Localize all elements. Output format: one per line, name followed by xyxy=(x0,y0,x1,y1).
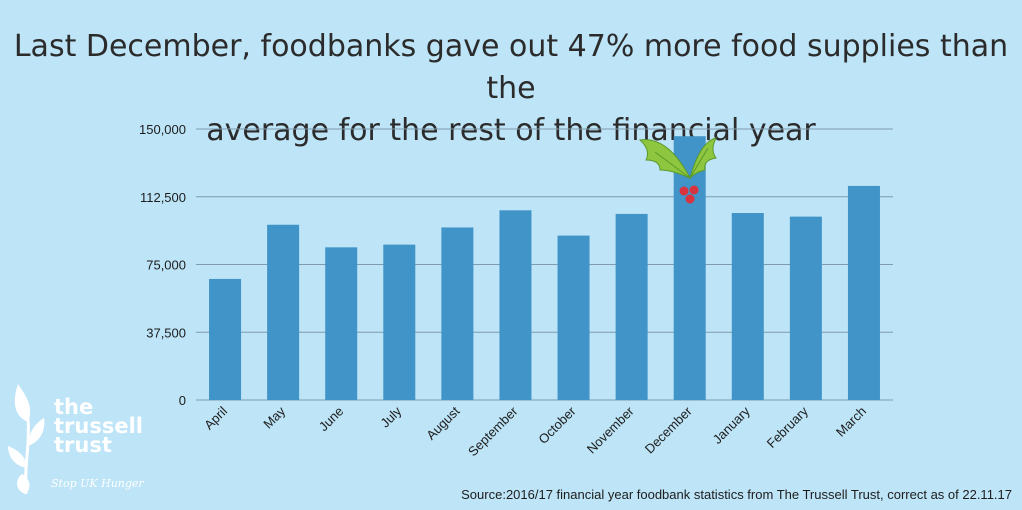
bar-march xyxy=(847,185,880,400)
x-tick-label: May xyxy=(260,403,288,431)
x-tick-label: February xyxy=(764,403,812,451)
y-tick-label: 75,000 xyxy=(146,258,186,273)
holly-icon xyxy=(638,137,717,204)
x-tick-label: April xyxy=(201,403,230,432)
bar-august xyxy=(441,227,474,400)
bar-december xyxy=(673,136,706,400)
logo-wordmark: the trussell trust xyxy=(54,395,143,457)
logo-line-3: trust xyxy=(54,433,112,457)
source-note: Source:2016/17 financial year foodbank s… xyxy=(461,487,1012,502)
bar-june xyxy=(325,247,358,400)
bar-september xyxy=(499,210,532,400)
y-tick-label: 150,000 xyxy=(139,122,186,137)
logo-line-1: the xyxy=(54,395,94,419)
logo-line-2: trussell xyxy=(54,414,143,438)
y-axis: 0 37,500 75,000 112,500 150,000 xyxy=(139,122,186,408)
bar-may xyxy=(267,224,300,400)
x-tick-label: December xyxy=(642,403,695,456)
x-tick-label: November xyxy=(584,403,637,456)
x-tick-label: June xyxy=(316,404,347,435)
y-tick-label: 37,500 xyxy=(146,325,186,340)
bar-january xyxy=(731,213,764,400)
gridlines xyxy=(196,128,893,401)
x-tick-label: July xyxy=(377,403,404,430)
x-tick-label: August xyxy=(423,403,462,442)
chart-title-line-1: Last December, foodbanks gave out 47% mo… xyxy=(13,29,1009,106)
bar-october xyxy=(557,235,590,400)
x-tick-label: January xyxy=(710,403,754,447)
y-tick-label: 112,500 xyxy=(140,190,186,205)
bar-july xyxy=(383,244,416,400)
bar-april xyxy=(209,278,242,400)
sprout-icon xyxy=(8,384,45,495)
x-tick-label: March xyxy=(833,404,869,440)
x-tick-label: October xyxy=(535,403,579,447)
bar-february xyxy=(789,216,822,400)
logo-tagline: Stop UK Hunger xyxy=(51,477,144,490)
x-tick-label: September xyxy=(465,403,521,459)
bars xyxy=(209,136,880,400)
y-tick-label: 0 xyxy=(179,393,186,408)
trussell-trust-logo: the trussell trust Stop UK Hunger xyxy=(4,376,144,496)
bar-november xyxy=(615,213,648,400)
x-axis: April May June July August September October No… xyxy=(201,403,869,459)
